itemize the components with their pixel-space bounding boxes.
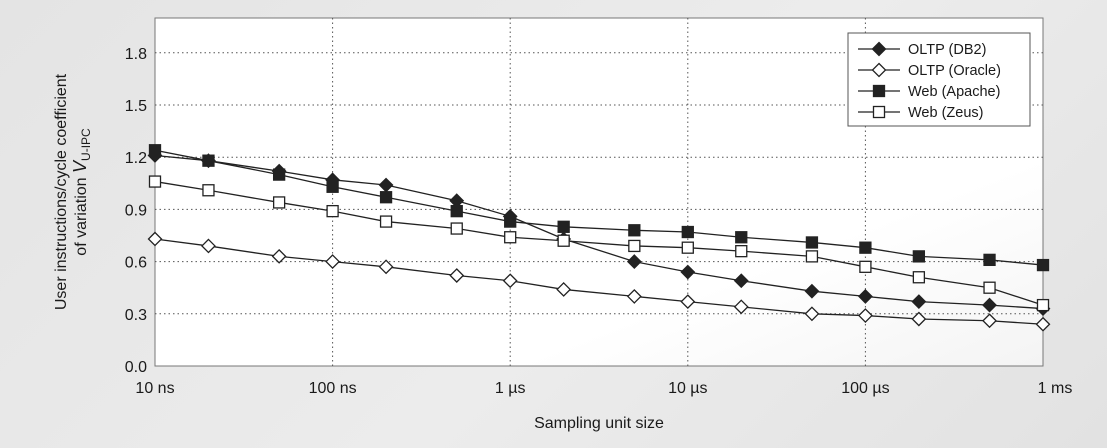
data-point-oltp-oracle xyxy=(804,306,820,322)
legend-marker xyxy=(872,105,886,119)
x-axis-title: Sampling unit size xyxy=(534,415,664,432)
series-line-oltp-db2 xyxy=(154,154,1044,310)
data-point-web-zeus xyxy=(681,241,694,254)
data-point-web-zeus xyxy=(1036,298,1050,312)
data-point-web-apache xyxy=(450,204,463,218)
legend-label: Web (Zeus) xyxy=(908,105,983,121)
x-tick-label: 10 µs xyxy=(668,380,707,397)
legend-entry-web-apache: Web (Apache) xyxy=(858,84,1000,100)
data-point-web-zeus xyxy=(805,250,819,263)
legend-marker xyxy=(872,84,886,98)
series-lines xyxy=(154,149,1044,325)
data-point-oltp-oracle xyxy=(626,288,642,304)
series-line-web-zeus xyxy=(154,180,1044,306)
axes: 0.0 0.3 0.6 0.9 1.2 1.5 1.8 10 ns 100 ns 1 µs 10 µ… xyxy=(125,46,1073,397)
data-point-web-apache xyxy=(1036,258,1050,272)
legend-label: OLTP (Oracle) xyxy=(908,63,1001,79)
data-point-web-apache xyxy=(805,236,819,249)
data-point-web-zeus xyxy=(326,204,339,218)
data-point-web-apache xyxy=(912,250,926,263)
data-point-oltp-oracle xyxy=(378,259,394,275)
y-axis-title-symbol: V xyxy=(70,159,90,173)
data-point-web-apache xyxy=(983,253,996,267)
legend: OLTP (DB2) OLTP (Oracle) Web (Apache) Web (… xyxy=(847,32,1031,127)
data-point-oltp-oracle xyxy=(449,268,465,283)
x-tick-label: 100 µs xyxy=(841,380,889,397)
data-point-web-apache xyxy=(148,144,162,157)
data-point-web-apache xyxy=(735,231,748,244)
y-axis-title-subscript: U-IPC xyxy=(79,128,93,161)
y-tick-label: 1.8 xyxy=(125,46,147,63)
data-point-web-zeus xyxy=(379,215,393,228)
data-point-oltp-oracle xyxy=(680,294,696,310)
legend-entry-web-zeus: Web (Zeus) xyxy=(858,105,983,121)
y-axis-title: User instructions/cycle coefficient of v… xyxy=(53,73,93,310)
data-point-oltp-db2 xyxy=(626,254,642,270)
data-point-oltp-oracle xyxy=(325,254,341,270)
data-point-oltp-oracle xyxy=(556,282,572,297)
data-point-web-apache xyxy=(859,241,872,254)
data-point-web-zeus xyxy=(504,231,517,244)
data-point-oltp-oracle xyxy=(1035,316,1051,332)
data-point-web-apache xyxy=(272,168,286,181)
data-point-oltp-oracle xyxy=(857,308,873,323)
legend-entry-oltp-db2: OLTP (DB2) xyxy=(858,41,986,58)
data-point-oltp-db2 xyxy=(680,264,696,280)
data-point-web-zeus xyxy=(859,260,872,273)
data-point-oltp-oracle xyxy=(271,248,287,264)
data-point-web-zeus xyxy=(983,281,996,294)
legend-marker xyxy=(871,41,887,57)
x-tick-label: 1 µs xyxy=(495,380,526,397)
legend-label: Web (Apache) xyxy=(908,84,1000,100)
data-point-oltp-db2 xyxy=(804,283,820,299)
data-point-web-zeus xyxy=(148,175,162,188)
x-tick-label: 10 ns xyxy=(135,380,174,397)
data-point-web-zeus xyxy=(735,245,748,258)
y-axis-title-line2: of variation VU-IPC xyxy=(70,128,93,256)
y-tick-label: 1.2 xyxy=(125,150,147,167)
data-point-oltp-db2 xyxy=(857,288,873,304)
y-axis-title-prefix: of variation xyxy=(73,173,90,256)
data-point-oltp-oracle xyxy=(982,313,997,329)
data-point-web-apache xyxy=(628,224,641,237)
data-point-web-apache xyxy=(504,215,517,228)
data-point-web-zeus xyxy=(272,196,286,209)
data-point-oltp-oracle xyxy=(201,238,216,254)
x-tick-label: 1 ms xyxy=(1038,380,1073,397)
data-point-oltp-oracle xyxy=(733,299,749,315)
legend-marker xyxy=(871,62,887,78)
data-point-oltp-db2 xyxy=(982,297,997,313)
series-markers xyxy=(147,144,1051,332)
y-tick-label: 0.0 xyxy=(125,359,147,376)
data-point-oltp-oracle xyxy=(502,273,518,289)
data-point-oltp-db2 xyxy=(733,273,749,289)
series-line-oltp-oracle xyxy=(154,238,1044,325)
data-point-web-zeus xyxy=(450,222,463,235)
data-point-oltp-oracle xyxy=(911,311,927,327)
data-point-web-apache xyxy=(326,180,339,193)
series-line-web-apache xyxy=(154,149,1044,266)
data-point-oltp-db2 xyxy=(911,294,927,310)
legend-label: OLTP (DB2) xyxy=(908,42,986,58)
data-point-web-apache xyxy=(202,154,215,167)
data-point-web-apache xyxy=(681,225,694,239)
data-point-oltp-oracle xyxy=(147,231,163,247)
y-tick-label: 1.5 xyxy=(125,98,147,115)
legend-entry-oltp-oracle: OLTP (Oracle) xyxy=(858,62,1001,79)
data-point-web-apache xyxy=(379,191,393,204)
y-tick-label: 0.6 xyxy=(125,255,147,272)
data-point-web-apache xyxy=(557,220,570,233)
data-point-web-zeus xyxy=(202,184,215,197)
y-axis-title-line1: User instructions/cycle coefficient xyxy=(53,73,70,310)
y-tick-label: 0.3 xyxy=(125,307,147,324)
data-point-web-zeus xyxy=(557,234,570,247)
x-tick-label: 100 ns xyxy=(309,380,357,397)
data-point-web-zeus xyxy=(912,271,926,284)
data-point-web-zeus xyxy=(628,239,641,253)
y-tick-label: 0.9 xyxy=(125,202,147,219)
